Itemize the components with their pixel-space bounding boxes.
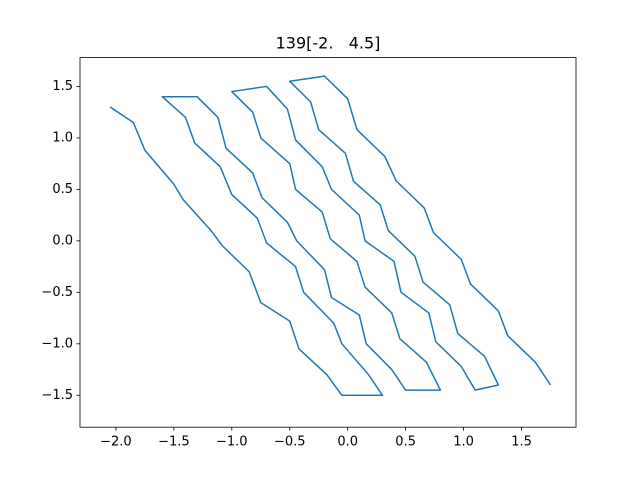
y-tick-label: −1.0 xyxy=(41,336,73,351)
x-tick-label: −2.0 xyxy=(100,435,132,450)
data-line xyxy=(109,75,552,397)
chart-title: 139[-2. 4.5] xyxy=(276,34,381,53)
x-tick-label: −1.5 xyxy=(158,435,190,450)
y-tick-label: 0.0 xyxy=(52,233,73,248)
axes-frame xyxy=(79,57,577,428)
x-tick-label: −0.5 xyxy=(274,435,306,450)
y-tick-label: 1.5 xyxy=(52,79,73,94)
x-tick-label: 1.0 xyxy=(453,435,474,450)
x-tick-label: 1.5 xyxy=(511,435,532,450)
y-tick-label: −0.5 xyxy=(41,285,73,300)
y-tick-label: −1.5 xyxy=(41,388,73,403)
x-tick-label: −1.0 xyxy=(216,435,248,450)
x-tick-label: 0.0 xyxy=(337,435,358,450)
x-tick-label: 0.5 xyxy=(395,435,416,450)
y-tick-label: 0.5 xyxy=(52,182,73,197)
y-tick-label: 1.0 xyxy=(52,130,73,145)
